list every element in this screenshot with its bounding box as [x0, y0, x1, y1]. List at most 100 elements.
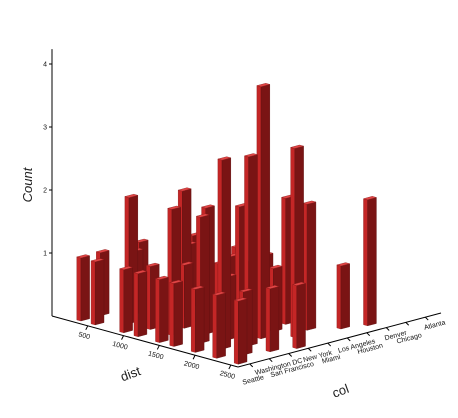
bar-front-face [119, 268, 125, 334]
bars [76, 83, 378, 365]
bar-front-face [336, 264, 342, 330]
bar-top-face [217, 156, 232, 161]
x-tick-label: 1000 [111, 341, 128, 352]
bar-side-face [238, 298, 248, 365]
bar-side-face [296, 282, 306, 349]
bar [169, 279, 184, 347]
y-tick-label: Miami [321, 354, 341, 366]
bar-top-face [177, 187, 192, 192]
x-tick [228, 364, 232, 370]
bar-top-face [134, 238, 149, 243]
bar-front-face [76, 256, 82, 322]
bar-front-face [212, 293, 218, 359]
z-tick-label: 4 [43, 62, 47, 69]
bar-top-face [362, 196, 378, 201]
bar-top-face [291, 281, 307, 286]
bar-top-face [118, 266, 134, 271]
axes [49, 49, 442, 370]
bar-front-face [155, 278, 160, 343]
bar-side-face [94, 259, 105, 326]
bar-front-face [90, 260, 96, 326]
y-tick [346, 337, 351, 342]
x-tick-label: 2000 [183, 360, 200, 371]
bar-front-face [133, 272, 139, 337]
x-tick-label: 2500 [219, 370, 236, 381]
bar [90, 258, 105, 326]
z-tick-label: 3 [43, 125, 47, 132]
bar-side-face [367, 197, 377, 327]
bar-side-face [173, 280, 183, 347]
x-tick [156, 345, 160, 350]
bar-top-face [167, 205, 182, 210]
bar-side-face [80, 255, 90, 322]
bar-top-face [238, 288, 253, 293]
bar [233, 297, 248, 365]
bar [190, 285, 205, 353]
bar-side-face [159, 277, 169, 343]
bar [211, 291, 227, 359]
bar-top-face [233, 297, 248, 302]
bar-side-face [306, 201, 317, 331]
y-tick [307, 347, 312, 352]
y-tick [249, 363, 254, 368]
y-tick [268, 358, 273, 363]
bar-front-face [169, 282, 175, 347]
bar-top-face [169, 279, 184, 284]
bar [118, 266, 134, 334]
bar-side-face [269, 286, 280, 353]
bar-top-face [154, 275, 170, 280]
x-tick-label: 1500 [147, 351, 164, 362]
bar [256, 83, 271, 340]
bar-side-face [216, 292, 226, 359]
bar-front-face [190, 288, 196, 353]
bar [154, 275, 170, 343]
bar-top-face [243, 153, 259, 158]
bar-top-face [336, 262, 351, 267]
y-tick [327, 342, 332, 347]
z-axis-title: Count [20, 166, 35, 202]
y-tick [366, 332, 371, 337]
x-tick-label: 500 [78, 331, 91, 341]
bar-top-face [95, 249, 110, 254]
bar-top-face [289, 144, 305, 149]
x-tick [121, 335, 124, 340]
bar [362, 196, 378, 327]
bar-top-face [200, 204, 216, 209]
x-axis-title: dist [118, 363, 143, 384]
bar-top-face [190, 285, 205, 290]
x-tick [192, 355, 196, 360]
z-tick-label: 2 [43, 188, 47, 195]
bar-side-face [123, 267, 133, 334]
bar-side-face [195, 286, 205, 353]
y-tick [288, 353, 293, 357]
bar [291, 281, 307, 349]
y-tick [405, 321, 410, 326]
bar [133, 269, 148, 337]
bar [265, 285, 280, 353]
y-tick-label: Atlanta [423, 319, 446, 331]
bar-top-face [302, 200, 317, 205]
bar-top-face [133, 269, 148, 274]
bar [76, 254, 91, 322]
bar-front-face [265, 287, 271, 353]
y-axis-line [237, 312, 442, 368]
bar-front-face [363, 198, 368, 327]
bar-top-face [211, 291, 227, 296]
x-tick [85, 325, 89, 331]
bar-top-face [90, 258, 105, 263]
bar-front-face [292, 284, 297, 349]
x-axis-line [51, 315, 239, 368]
y-tick [385, 327, 390, 331]
bar-top-face [124, 193, 139, 198]
bar-top-face [179, 261, 194, 266]
bar-front-face [233, 299, 239, 365]
bar-top-face [76, 254, 91, 259]
y-tick [424, 316, 429, 321]
y-tick-label: Seattle [242, 374, 265, 386]
bar [336, 262, 351, 330]
bar-top-face [145, 262, 160, 267]
y-axis-title: col [330, 381, 351, 401]
z-tick-label: 1 [43, 251, 47, 258]
bar-top-face [256, 83, 271, 88]
